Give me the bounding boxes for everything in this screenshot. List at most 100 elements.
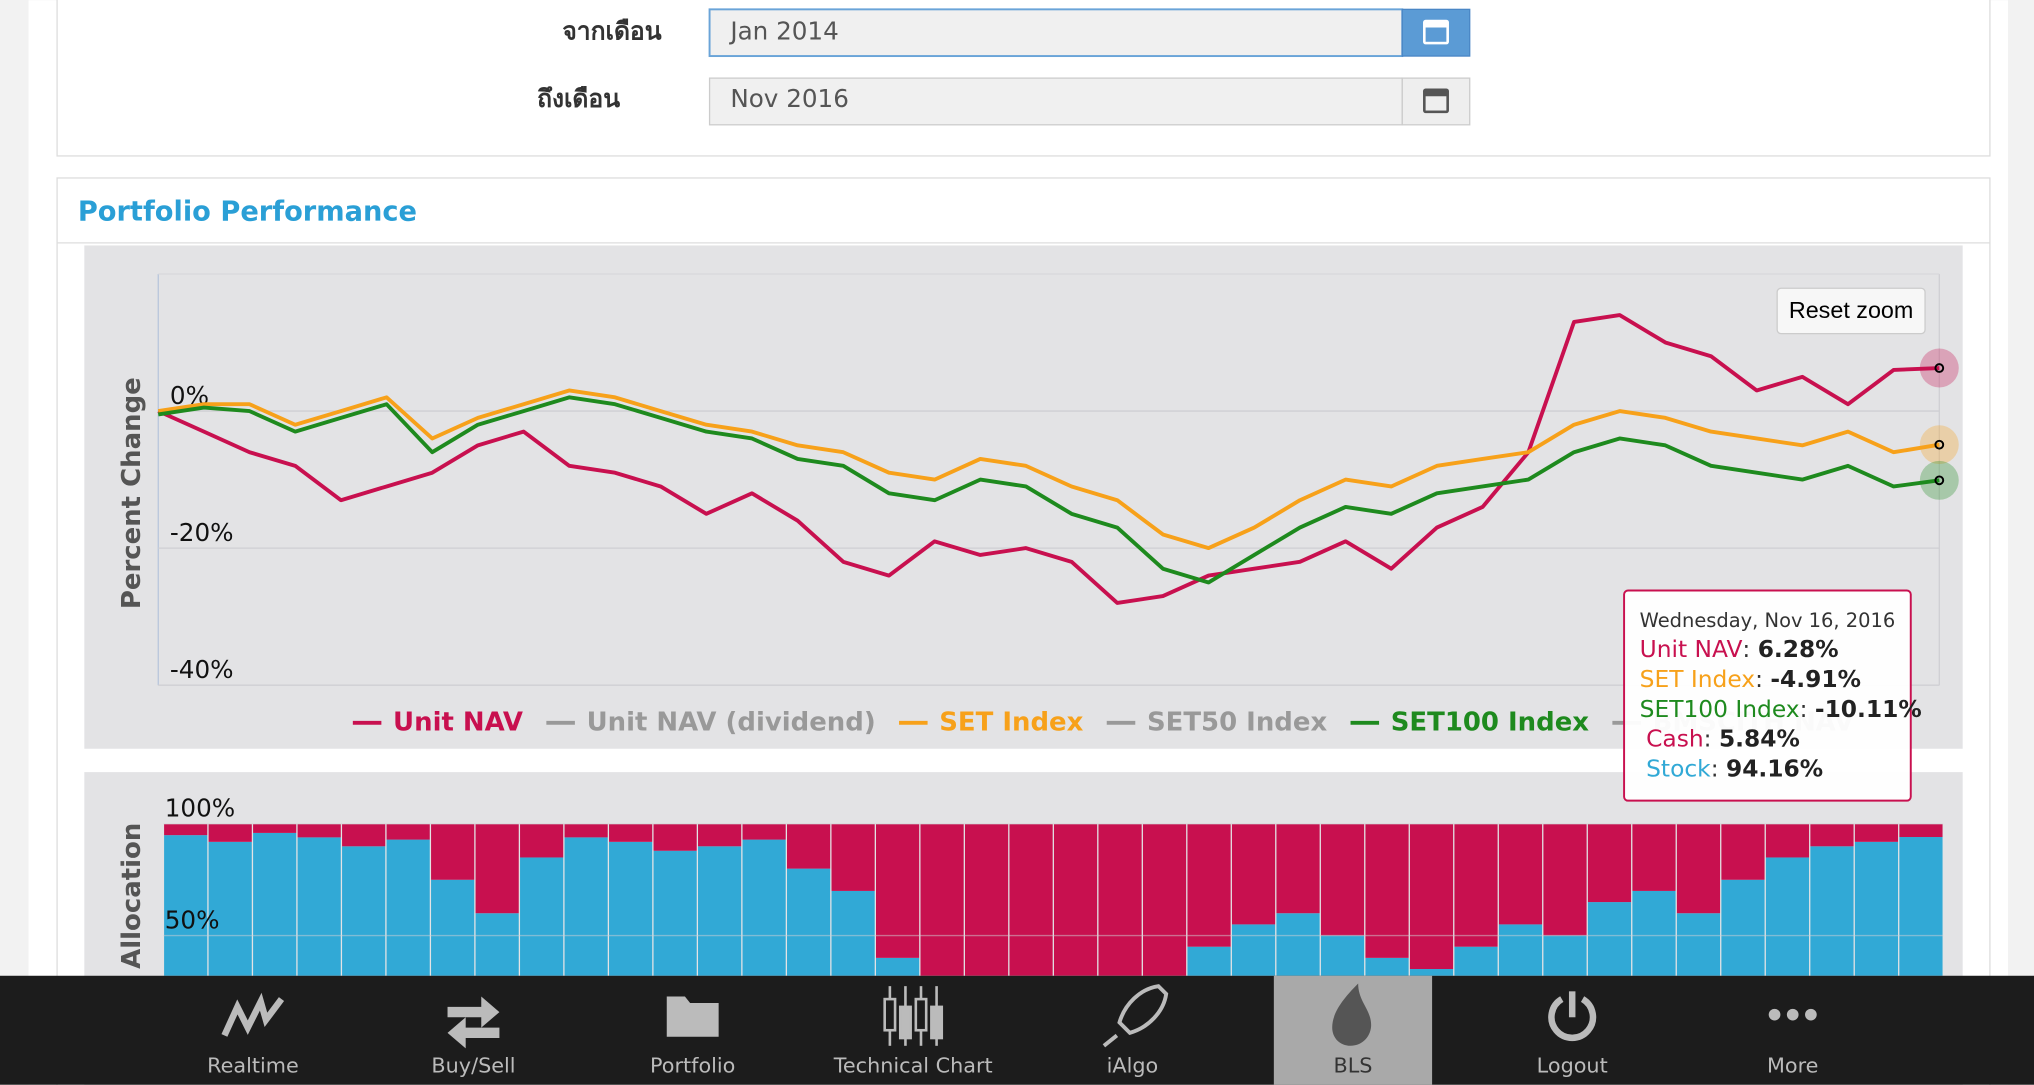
icon: [1786, 1008, 1799, 1021]
allocation-bar: [208, 823, 252, 842]
allocation-bar: [1765, 823, 1810, 858]
tooltip-box: [1623, 589, 1912, 802]
icon: [447, 996, 500, 1028]
series-line: [157, 313, 1940, 605]
allocation-bar: [875, 823, 920, 958]
to-input[interactable]: [708, 77, 1403, 126]
nav-item[interactable]: Portfolio: [650, 996, 735, 1078]
allocation-bar: [1276, 913, 1320, 976]
allocation-bar: [964, 823, 1009, 976]
tooltip-separator: :: [1755, 665, 1770, 693]
from-label: จากเดือน: [562, 17, 661, 46]
allocation-bar: [1454, 946, 1498, 976]
legend-item[interactable]: Unit NAV (dividend): [587, 707, 876, 737]
allocation-bar: [1053, 823, 1098, 976]
allocation-bar: [1721, 823, 1765, 880]
allocation-bar: [1632, 890, 1676, 976]
nav-label: iAlgo: [1107, 1054, 1159, 1078]
nav-item[interactable]: More: [1767, 1008, 1818, 1078]
allocation-bar: [1187, 946, 1231, 976]
allocation-bar: [1587, 902, 1632, 976]
allocation-bar: [1320, 935, 1365, 976]
y-tick-label: 100%: [165, 794, 235, 823]
allocation-bar: [1320, 823, 1365, 936]
nav-bar: Realtime Buy/Sell Portfolio Technical Chart…: [0, 975, 2034, 1085]
allocation-bar: [1454, 823, 1498, 947]
allocation-bar: [520, 823, 564, 858]
allocation-bar: [1365, 823, 1409, 958]
allocation-bar: [609, 841, 653, 976]
nav-background: [0, 975, 2034, 1085]
nav-item[interactable]: iAlgo: [1102, 984, 1169, 1078]
nav-label: Portfolio: [650, 1054, 735, 1078]
tooltip-name: SET Index: [1640, 665, 1756, 693]
allocation-bar: [1543, 935, 1587, 976]
series-line: [157, 395, 1940, 585]
hover-marker: [1934, 363, 1945, 373]
legend-item[interactable]: SET Index: [939, 707, 1083, 737]
y-tick-label: -40%: [170, 655, 234, 684]
hover-halo: [1919, 348, 1959, 388]
y-axis-title: Percent Change: [117, 377, 147, 609]
nav-item[interactable]: BLS: [1273, 975, 1433, 1085]
legend-item[interactable]: SET50 Index: [1147, 707, 1327, 737]
allocation-bar: [253, 823, 297, 833]
allocation-bar: [1098, 823, 1142, 976]
allocation-bar: [742, 839, 786, 976]
allocation-bar: [1231, 823, 1276, 925]
tooltip-name: SET100 Index: [1640, 694, 1800, 722]
panel-title: Portfolio Performance: [78, 197, 417, 228]
nav-item[interactable]: Logout: [1537, 991, 1608, 1078]
allocation-chart: 100% 50% Asset Allocation: [117, 794, 1944, 1059]
hover-marker: [1934, 475, 1945, 486]
allocation-bar: [787, 868, 831, 976]
icon: [930, 1005, 944, 1040]
calendar-grid: [1425, 96, 1447, 111]
y-axis-title: Asset Allocation: [117, 823, 147, 1059]
reset-zoom-text: Reset zoom: [1789, 297, 1913, 323]
icon: [1332, 983, 1372, 1046]
allocation-bar: [1899, 823, 1943, 838]
allocation-bar: [1854, 823, 1899, 842]
icon: [1805, 1008, 1817, 1021]
to-input-text: Nov 2016: [730, 84, 849, 113]
allocation-bar: [342, 846, 386, 976]
to-label: ถึงเดือน: [537, 84, 620, 113]
allocation-bar: [431, 823, 475, 880]
allocation-bar: [1765, 857, 1810, 976]
tooltip-name: Stock: [1646, 754, 1711, 782]
legend-item[interactable]: SET100 Index: [1391, 707, 1590, 737]
nav-label: Buy/Sell: [431, 1054, 515, 1078]
reset-zoom-button[interactable]: [1776, 287, 1926, 335]
allocation-bar: [1721, 879, 1765, 976]
legend-item[interactable]: Unit NAV: [393, 707, 523, 737]
allocation-bar: [297, 823, 341, 838]
allocation-bar: [653, 850, 697, 976]
allocation-bar: [1543, 823, 1587, 936]
allocation-bar: [564, 837, 608, 976]
allocation-bar: [1231, 924, 1276, 976]
tooltip-name: Cash: [1646, 724, 1704, 752]
allocation-bar: [831, 823, 875, 891]
tooltip-item: SET100 Index: -10.11%: [1640, 694, 1922, 722]
nav-item[interactable]: Buy/Sell: [431, 996, 516, 1078]
hover-halo: [1919, 425, 1959, 465]
nav-label: BLS: [1333, 1054, 1372, 1078]
allocation-bar: [653, 823, 697, 851]
allocation-bar: [1676, 823, 1721, 914]
nav-item[interactable]: Technical Chart: [833, 986, 993, 1078]
allocation-bar: [1142, 823, 1187, 976]
icon: [221, 992, 285, 1037]
allocation-bar: [875, 957, 920, 976]
icon: [1102, 984, 1169, 1048]
nav-label: Technical Chart: [833, 1054, 993, 1078]
allocation-bar: [1587, 823, 1632, 903]
nav-item[interactable]: Realtime: [207, 992, 299, 1078]
allocation-bar: [609, 823, 653, 842]
icon: [1548, 996, 1597, 1042]
allocation-bar: [164, 823, 208, 836]
tooltip-value: -10.11%: [1815, 694, 1922, 722]
tooltip-date: Wednesday, Nov 16, 2016: [1640, 609, 1896, 632]
icon: [1768, 1008, 1781, 1021]
icon: [914, 997, 928, 1032]
